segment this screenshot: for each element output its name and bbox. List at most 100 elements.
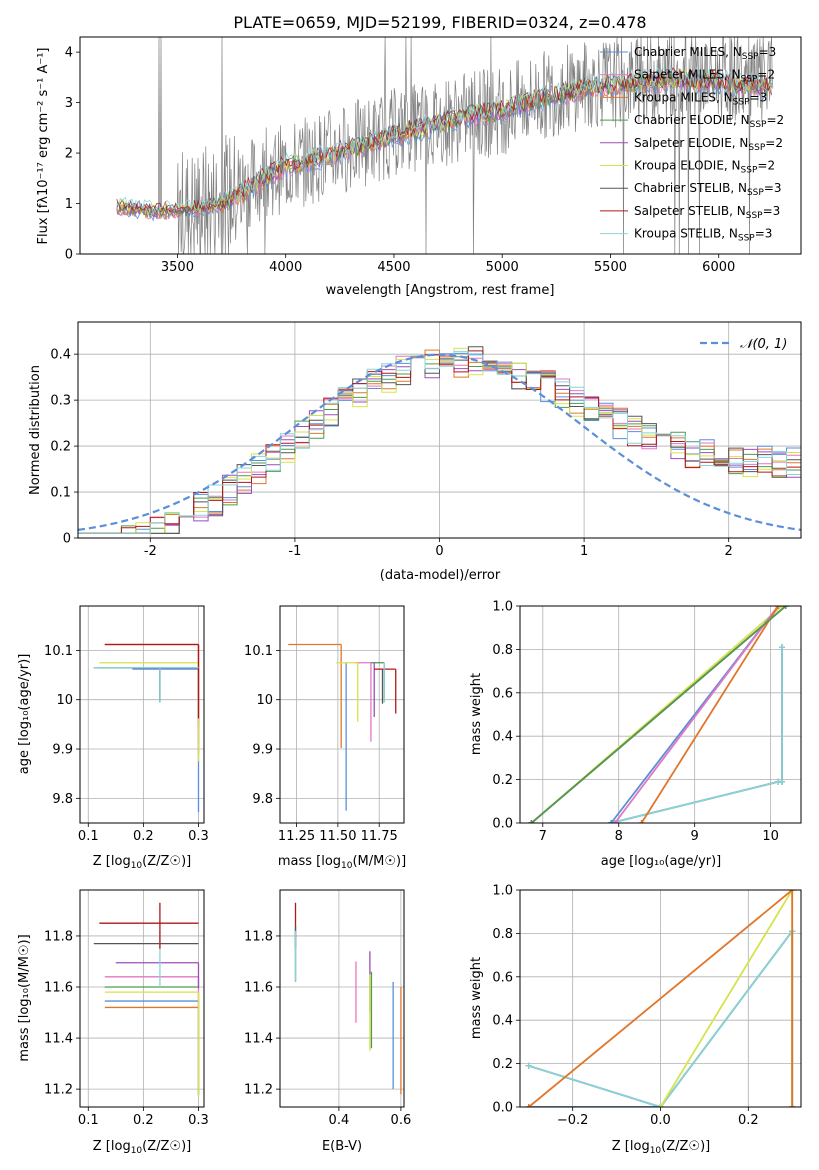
ticks: -2 -1 0 1 2 0 0.1 0.2 0.3 0.4 bbox=[50, 348, 733, 559]
plot-area bbox=[116, 37, 774, 254]
y-tick-label: 0.2 bbox=[50, 440, 71, 455]
y-tick-label: 0 bbox=[65, 248, 73, 263]
y-tick-label: 0.4 bbox=[492, 1014, 513, 1029]
weight-vs-metallicity-panel: −0.2 0.0 0.2 0.0 0.2 0.4 0.6 0.8 1.0 Z [log10(Z/Z… bbox=[469, 884, 802, 1156]
y-tick-label: 11.2 bbox=[244, 1083, 273, 1098]
y-tick-label: 10.1 bbox=[44, 644, 73, 659]
legend-label: Chabrier MILES, NSSP=3 bbox=[634, 45, 776, 62]
y-axis-label: mass weight bbox=[469, 957, 484, 1039]
y-tick-label: 0.4 bbox=[50, 348, 71, 363]
legend-label: Salpeter STELIB, NSSP=3 bbox=[634, 204, 780, 221]
legend: Chabrier MILES, NSSP=3 Salpeter MILES, NS… bbox=[600, 45, 784, 244]
x-tick-label: 0.4 bbox=[329, 1113, 350, 1128]
axes-frame bbox=[79, 889, 205, 1108]
x-tick-label: 0.6 bbox=[391, 1113, 412, 1128]
y-tick-label: 9.8 bbox=[252, 792, 273, 807]
weight-vs-age-panel: 7 8 9 10 0.0 0.2 0.4 0.6 0.8 1.0 age [log₁₀(age/yr… bbox=[469, 600, 802, 869]
x-axis-label: wavelength [Angstrom, rest frame] bbox=[326, 283, 555, 298]
x-tick-label: 4000 bbox=[269, 260, 302, 275]
gaussian-curve bbox=[78, 353, 801, 531]
x-tick-label: 0.1 bbox=[78, 829, 99, 844]
x-tick-label: 11.25 bbox=[278, 829, 315, 844]
plot-area bbox=[93, 643, 200, 813]
y-tick-label: 1.0 bbox=[492, 600, 513, 615]
axes-frame bbox=[79, 36, 802, 255]
y-tick-label: 0.2 bbox=[492, 1057, 513, 1072]
ticks: 0.4 0.6 11.2 11.4 11.6 11.8 bbox=[244, 929, 411, 1128]
x-tick-label: 0.2 bbox=[738, 1113, 759, 1128]
x-tick-label: -1 bbox=[288, 544, 301, 559]
y-axis-label: mass [log₁₀(M/M☉)] bbox=[17, 934, 32, 1061]
y-tick-label: 11.6 bbox=[244, 981, 273, 996]
x-tick-label: 0.2 bbox=[133, 829, 154, 844]
axes-frame bbox=[279, 605, 405, 824]
x-tick-label: −0.2 bbox=[557, 1113, 589, 1128]
legend-label: Kroupa ELODIE, NSSP=2 bbox=[634, 159, 775, 176]
axes-frame bbox=[519, 889, 802, 1108]
figure-title: PLATE=0659, MJD=52199, FIBERID=0324, z=0… bbox=[233, 13, 646, 32]
grid bbox=[280, 890, 404, 1107]
residual-histogram bbox=[78, 356, 801, 534]
y-tick-label: 2 bbox=[65, 147, 73, 162]
legend-label: Salpeter MILES, NSSP=2 bbox=[634, 68, 775, 85]
grid bbox=[80, 606, 204, 823]
axes-frame bbox=[279, 889, 405, 1108]
y-tick-label: 11.4 bbox=[244, 1032, 273, 1047]
y-tick-label: 3 bbox=[65, 96, 73, 111]
x-tick-label: 2 bbox=[725, 544, 733, 559]
y-tick-label: 0.6 bbox=[492, 970, 513, 985]
residual-histogram bbox=[78, 351, 801, 534]
y-axis-label: Flux [fλ10⁻¹⁷ erg cm⁻² s⁻¹ A⁻¹] bbox=[36, 48, 51, 245]
plot-area bbox=[78, 346, 801, 534]
y-tick-label: 0.0 bbox=[492, 1101, 513, 1116]
y-axis-label: Normed distribution bbox=[28, 365, 43, 495]
legend-label: Chabrier ELODIE, NSSP=2 bbox=[634, 113, 784, 130]
y-axis-label: age [log₁₀(age/yr)] bbox=[17, 654, 32, 775]
x-axis-label: Z [log10(Z/Z☉)] bbox=[93, 1139, 191, 1156]
weight-line bbox=[659, 890, 794, 1107]
y-tick-label: 9.9 bbox=[52, 743, 73, 758]
y-tick-label: 0.3 bbox=[50, 394, 71, 409]
ticks: 0.1 0.2 0.3 9.8 9.9 10 10.1 bbox=[44, 644, 209, 844]
axes-frame bbox=[77, 321, 802, 539]
x-tick-label: 3500 bbox=[161, 260, 194, 275]
y-tick-label: 0.4 bbox=[492, 730, 513, 745]
legend-label: 𝒩(0, 1) bbox=[740, 337, 787, 352]
x-tick-label: 5500 bbox=[594, 260, 627, 275]
grid bbox=[280, 606, 404, 823]
plot-area bbox=[525, 890, 796, 1107]
y-tick-label: 1.0 bbox=[492, 884, 513, 899]
ticks: 11.25 11.50 11.75 9.8 9.9 10 10.1 bbox=[244, 644, 398, 844]
model-spectrum-line bbox=[116, 67, 772, 214]
x-tick-label: 0.3 bbox=[188, 1113, 209, 1128]
spectrum-panel: 3500 4000 4500 5000 5500 6000 0 1 2 3 4 wavelength … bbox=[36, 36, 802, 298]
ticks: 3500 4000 4500 5000 5500 6000 0 1 2 3 4 bbox=[65, 46, 736, 275]
legend-label: Kroupa MILES, NSSP=3 bbox=[634, 90, 767, 107]
y-tick-label: 10.1 bbox=[244, 644, 273, 659]
x-tick-label: 4500 bbox=[377, 260, 410, 275]
y-tick-label: 11.4 bbox=[44, 1032, 73, 1047]
residual-histogram bbox=[78, 350, 801, 534]
weight-line bbox=[640, 606, 779, 823]
x-axis-label: E(B-V) bbox=[322, 1139, 362, 1154]
plot-area bbox=[528, 606, 789, 823]
x-tick-label: 0.1 bbox=[78, 1113, 99, 1128]
y-tick-label: 11.8 bbox=[44, 929, 73, 944]
y-tick-label: 9.8 bbox=[52, 792, 73, 807]
x-tick-label: 0 bbox=[435, 544, 443, 559]
y-tick-label: 0.8 bbox=[492, 643, 513, 658]
y-tick-label: 0.6 bbox=[492, 686, 513, 701]
x-axis-label: (data-model)/error bbox=[380, 568, 501, 583]
y-tick-label: 9.9 bbox=[252, 743, 273, 758]
x-axis-label: Z [log10(Z/Z☉)] bbox=[93, 854, 191, 871]
y-tick-label: 0.1 bbox=[50, 486, 71, 501]
x-tick-label: 8 bbox=[615, 829, 623, 844]
x-axis-label: Z [log10(Z/Z☉)] bbox=[612, 1139, 710, 1156]
x-tick-label: 0.3 bbox=[188, 829, 209, 844]
weight-line bbox=[530, 606, 787, 823]
age-vs-metallicity-panel: 0.1 0.2 0.3 9.8 9.9 10 10.1 Z [log10(Z/Z☉)] age … bbox=[17, 605, 209, 871]
x-axis-label: age [log₁₀(age/yr)] bbox=[601, 854, 722, 869]
age-vs-mass-panel: 11.25 11.50 11.75 9.8 9.9 10 10.1 mass [log10(M… bbox=[244, 605, 406, 871]
y-tick-label: 0.2 bbox=[492, 773, 513, 788]
